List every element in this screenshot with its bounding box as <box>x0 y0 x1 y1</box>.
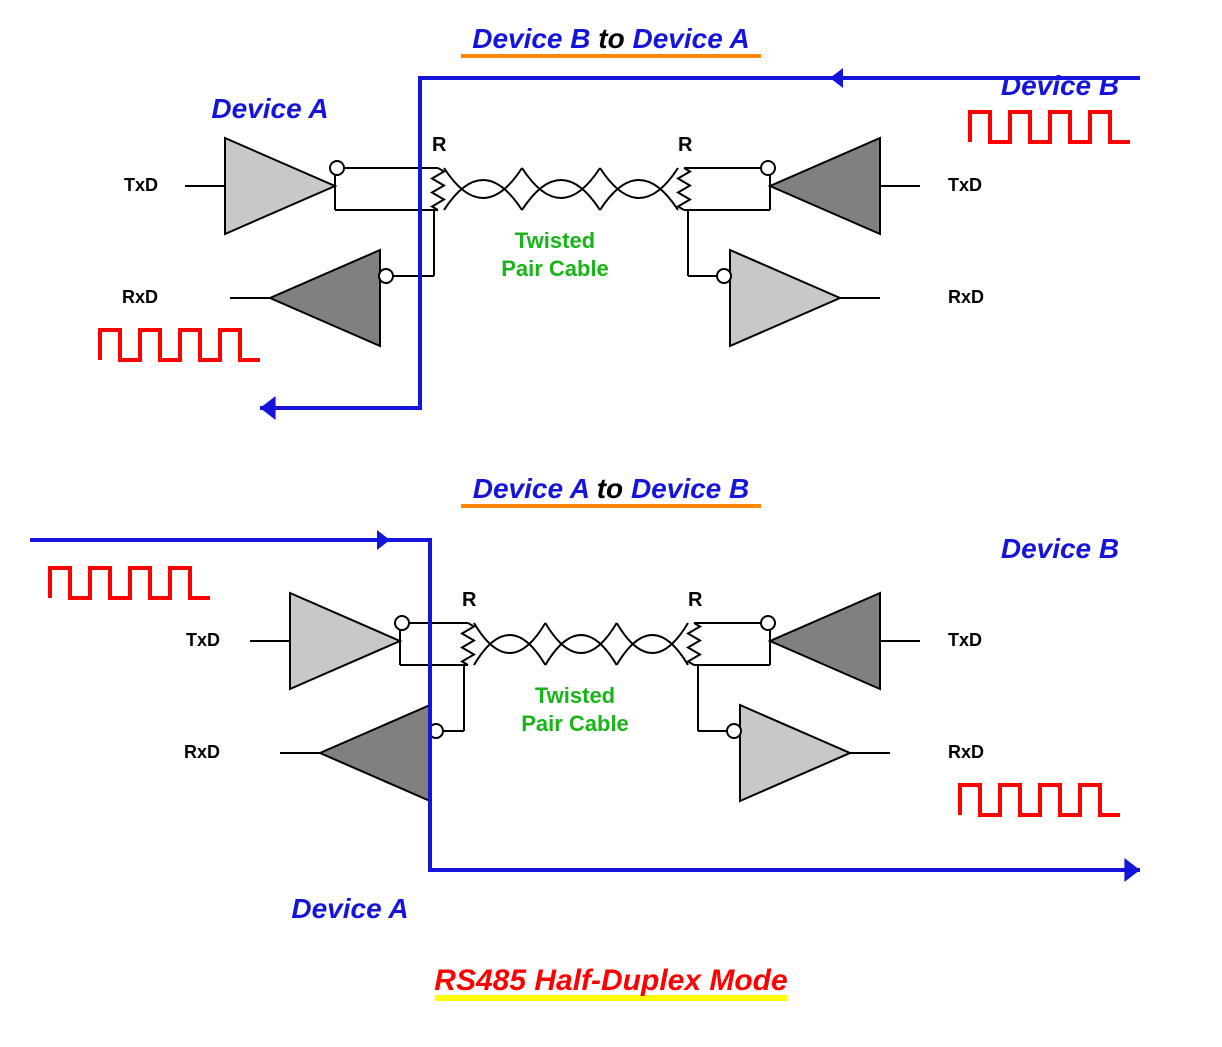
section-title: Device B to Device A <box>461 23 761 56</box>
pin-label-txd: TxD <box>948 175 982 195</box>
driver-triangle <box>770 138 880 234</box>
driver-triangle <box>770 593 880 689</box>
inversion-bubble <box>727 724 741 738</box>
resistor-label: R <box>462 589 477 611</box>
pin-label-txd: TxD <box>186 630 220 650</box>
pin-label-txd: TxD <box>948 630 982 650</box>
device-b-label: Device B <box>1001 70 1119 101</box>
driver-triangle <box>740 705 850 801</box>
arrowhead <box>260 396 276 420</box>
digital-waveform <box>970 112 1130 142</box>
arrowhead <box>830 68 843 88</box>
inversion-bubble <box>761 161 775 175</box>
termination-resistor <box>462 623 474 665</box>
device-a-label: Device A <box>291 893 408 924</box>
inversion-bubble <box>395 616 409 630</box>
cable-label: Twisted <box>535 683 615 708</box>
cable-label: Pair Cable <box>501 256 609 281</box>
driver-triangle <box>225 138 335 234</box>
inversion-bubble <box>761 616 775 630</box>
driver-triangle <box>270 250 380 346</box>
resistor-label: R <box>432 134 447 156</box>
device-a-label: Device A <box>211 93 328 124</box>
pin-label-rxd: RxD <box>948 287 984 307</box>
resistor-label: R <box>678 134 693 156</box>
termination-resistor <box>678 168 690 210</box>
termination-resistor <box>432 168 444 210</box>
inversion-bubble <box>330 161 344 175</box>
svg-text:Device B to Device A: Device B to Device A <box>472 23 750 54</box>
pin-label-rxd: RxD <box>122 287 158 307</box>
svg-text:Device A to Device B: Device A to Device B <box>473 473 750 504</box>
arrowhead <box>1124 858 1140 882</box>
termination-resistor <box>688 623 700 665</box>
digital-waveform <box>50 568 210 598</box>
resistor-label: R <box>688 589 703 611</box>
section-title: Device A to Device B <box>461 473 761 506</box>
driver-triangle <box>730 250 840 346</box>
pin-label-rxd: RxD <box>184 742 220 762</box>
arrowhead <box>377 530 390 550</box>
inversion-bubble <box>379 269 393 283</box>
cable-label: Pair Cable <box>521 711 629 736</box>
digital-waveform <box>960 785 1120 815</box>
device-b-label: Device B <box>1001 533 1119 564</box>
pin-label-txd: TxD <box>124 175 158 195</box>
digital-waveform <box>100 330 260 360</box>
footer-title: RS485 Half-Duplex Mode <box>434 964 787 997</box>
pin-label-rxd: RxD <box>948 742 984 762</box>
cable-label: Twisted <box>515 228 595 253</box>
driver-triangle <box>290 593 400 689</box>
inversion-bubble <box>717 269 731 283</box>
driver-triangle <box>320 705 430 801</box>
